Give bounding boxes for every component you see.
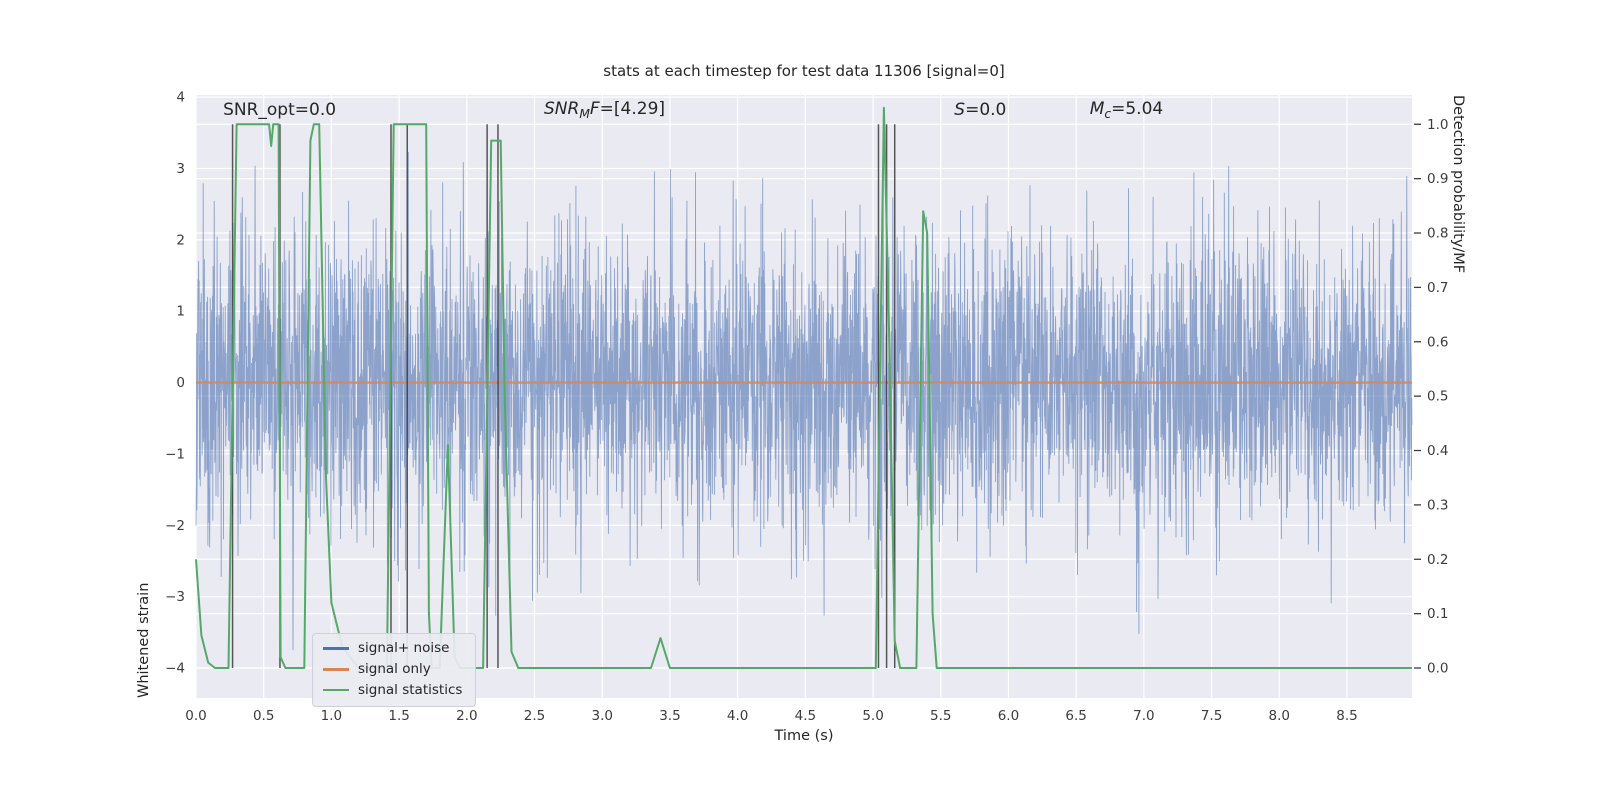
- x-tick-label: 0.0: [185, 708, 206, 724]
- right-y-tick-label: 0.4: [1427, 443, 1448, 459]
- x-tick-label: 8.0: [1269, 708, 1290, 724]
- x-tick-label: 7.5: [1201, 708, 1222, 724]
- legend-item-signal-only: signal only: [323, 660, 462, 677]
- right-y-tick-label: 0.2: [1427, 552, 1448, 568]
- left-y-tick-label: −3: [165, 589, 185, 605]
- legend-item-signal-statistics: signal statistics: [323, 681, 463, 698]
- x-tick-label: 5.0: [862, 708, 883, 724]
- x-tick-label: 7.0: [1133, 708, 1154, 724]
- annotation-chirp-mass: Mc=5.04: [1089, 98, 1164, 122]
- left-y-tick-label: −2: [165, 518, 185, 534]
- x-axis-label: Time (s): [774, 728, 834, 744]
- x-tick-label: 6.5: [1065, 708, 1086, 724]
- signal-plus-noise-series: [195, 151, 1413, 651]
- x-tick-label: 4.0: [727, 708, 748, 724]
- x-tick-label: 5.5: [930, 708, 951, 724]
- left-y-tick-label: 1: [176, 304, 185, 320]
- legend: signal+ noise signal only signal statist…: [312, 633, 477, 707]
- legend-label: signal statistics: [358, 681, 463, 698]
- annotation-snr-opt: SNR_opt=0.0: [223, 99, 337, 120]
- x-tick-label: 1.0: [321, 708, 342, 724]
- right-y-tick-label: 0.8: [1427, 226, 1448, 242]
- right-y-tick-label: 0.9: [1427, 171, 1448, 187]
- chart-title: stats at each timestep for test data 113…: [603, 62, 1005, 80]
- x-tick-label: 0.5: [253, 708, 274, 724]
- legend-item-signal-noise: signal+ noise: [323, 641, 462, 656]
- right-y-tick-label: 0.0: [1427, 661, 1448, 677]
- left-y-tick-label: 2: [176, 232, 185, 248]
- left-y-tick-label: −1: [165, 446, 185, 462]
- annotation-s-stat: S=0.0: [954, 99, 1007, 120]
- left-y-tick-label: −4: [165, 661, 185, 677]
- legend-line-swatch: [323, 647, 349, 650]
- legend-line-swatch: [323, 667, 349, 671]
- left-y-axis-label: Whitened strain: [136, 582, 152, 698]
- right-y-tick-label: 0.3: [1427, 497, 1448, 513]
- x-tick-label: 2.5: [524, 708, 545, 724]
- x-tick-label: 3.5: [659, 708, 680, 724]
- x-tick-label: 3.0: [591, 708, 612, 724]
- right-y-tick-label: 1.0: [1427, 117, 1448, 133]
- legend-label: signal only: [358, 660, 431, 677]
- right-y-tick-label: 0.1: [1427, 606, 1448, 622]
- right-y-tick-label: 0.7: [1427, 280, 1448, 296]
- left-y-tick-label: 0: [176, 375, 185, 391]
- left-y-tick-label: 3: [176, 161, 185, 177]
- x-tick-label: 4.5: [795, 708, 816, 724]
- left-y-tick-label: 4: [176, 90, 185, 106]
- annotation-snr-mf: SNRMF=[4.29]: [544, 98, 666, 122]
- x-tick-label: 6.0: [998, 708, 1019, 724]
- x-tick-label: 8.5: [1336, 708, 1357, 724]
- x-tick-label: 1.5: [388, 708, 409, 724]
- legend-label: signal+ noise: [358, 640, 450, 656]
- x-tick-label: 2.0: [456, 708, 477, 724]
- right-y-axis-label: Detection probability/MF: [1450, 95, 1466, 274]
- right-y-tick-label: 0.5: [1427, 389, 1448, 405]
- right-y-tick-label: 0.6: [1427, 334, 1448, 350]
- legend-line-swatch: [323, 688, 349, 692]
